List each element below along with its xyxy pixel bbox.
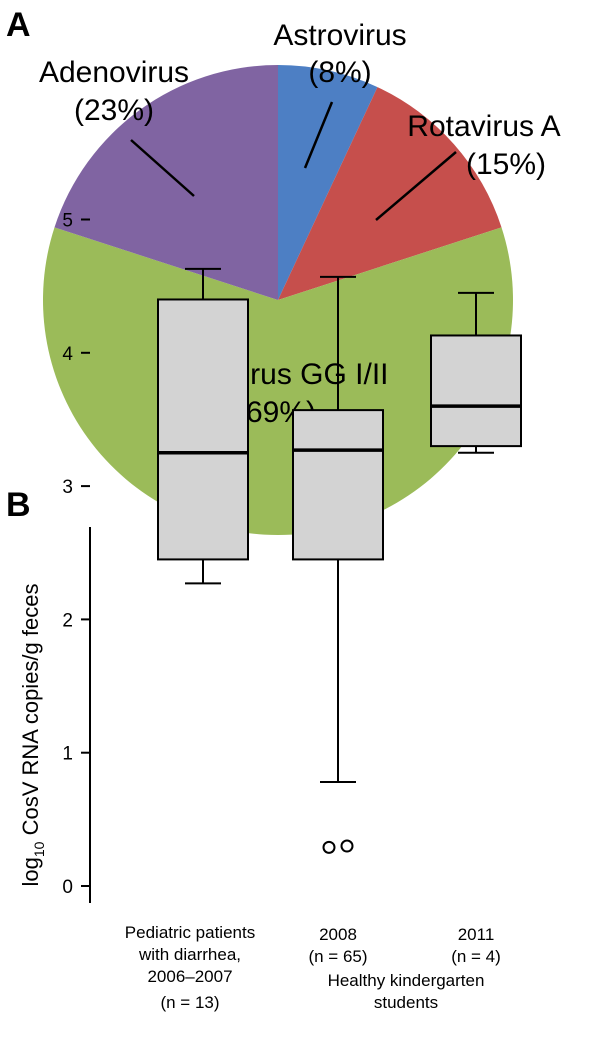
box-group: 2011 (n = 4)	[430, 291, 522, 966]
outlier-point	[322, 840, 336, 854]
y-axis-label: log10 CosV RNA copies/g feces	[18, 584, 47, 887]
slice-label: Rotavirus A	[407, 110, 560, 143]
box	[430, 334, 522, 448]
slice-percent-label: (15%)	[466, 148, 546, 181]
slice-label: Astrovirus	[273, 19, 406, 52]
y-tick-label: 1	[62, 744, 73, 765]
category-label: (n = 13)	[160, 993, 219, 1012]
pie-slice-rotavirus-a	[278, 87, 502, 300]
category-label: (n = 65)	[308, 947, 367, 966]
category-label: Pediatric patients	[125, 923, 255, 942]
y-tick-label: 0	[62, 877, 73, 898]
leader-line	[303, 101, 334, 169]
y-tick-label: 4	[62, 344, 73, 365]
box-group: Pediatric patients with diarrhea, 2006–200…	[125, 267, 255, 1012]
category-label: (n = 4)	[451, 947, 501, 966]
category-label: with diarrhea,	[138, 945, 241, 964]
pie-slice-astrovirus	[278, 65, 378, 300]
box	[292, 409, 384, 561]
slice-label: Adenovirus	[39, 56, 189, 89]
slice-percent-label: (8%)	[308, 56, 371, 89]
panel-letter-a: A	[6, 6, 31, 44]
y-tick-label: 2	[62, 610, 73, 631]
box-plot: 0 1 2 3 4 5 log10 CosV RNA copies/g feces Pedia…	[18, 211, 522, 1012]
category-label: 2011	[458, 925, 495, 944]
box	[157, 298, 249, 561]
category-label: 2006–2007	[147, 967, 232, 986]
outlier-point	[340, 839, 354, 853]
leader-line	[375, 151, 457, 221]
panel-letter-b: B	[6, 486, 31, 524]
leader-line	[130, 139, 195, 197]
y-tick-label: 5	[62, 211, 73, 232]
group-caption: Healthy kindergarten	[328, 971, 485, 990]
box-group: 2008 (n = 65)	[292, 275, 384, 966]
category-label: 2008	[319, 925, 357, 944]
slice-percent-label: (23%)	[74, 94, 154, 127]
y-tick-label: 3	[62, 477, 73, 498]
pie-slice-adenovirus	[54, 65, 278, 300]
pie-chart: Astrovirus(8%)Rotavirus A(15%)Norovirus …	[39, 19, 561, 536]
group-caption: students	[374, 993, 438, 1012]
